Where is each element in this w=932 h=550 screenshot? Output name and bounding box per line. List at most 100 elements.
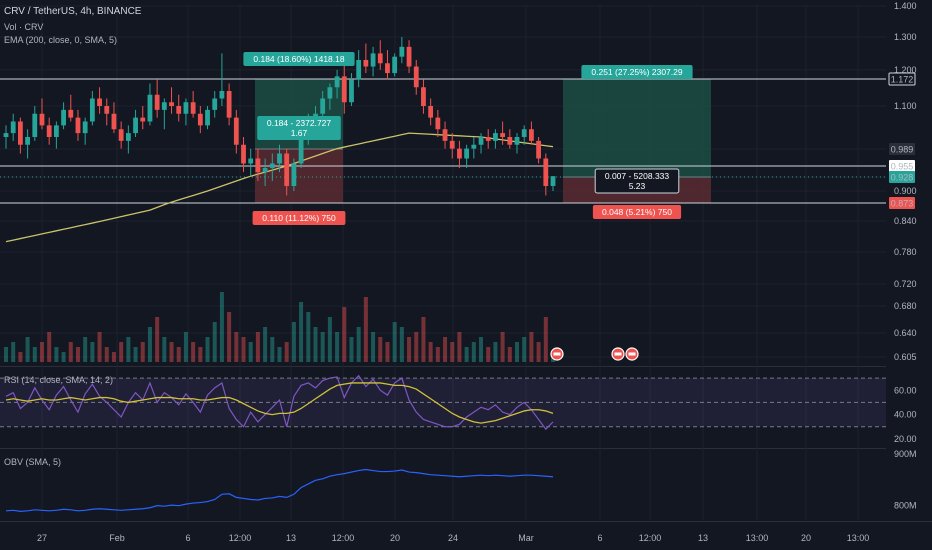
volume-bar: [104, 347, 109, 362]
candle: [97, 87, 102, 114]
event-flags[interactable]: [550, 347, 639, 361]
candle-body: [32, 113, 38, 137]
volume-bar: [205, 337, 210, 362]
volume-bar: [486, 347, 491, 362]
candle-body: [392, 56, 398, 74]
time-axis-tick: 13:00: [847, 533, 870, 543]
candle-body: [536, 140, 542, 159]
volume-bar: [335, 332, 340, 362]
profit-zone-2: [563, 79, 711, 177]
position-zones[interactable]: [255, 79, 711, 203]
time-axis-tick: 20: [390, 533, 400, 543]
volume-bar: [399, 327, 404, 362]
candles: [3, 37, 556, 196]
candle: [363, 43, 369, 74]
position-labels: 0.184 (18.60%) 1418.18 0.184 - 2372.7271.…: [243, 52, 693, 225]
candle: [183, 98, 189, 126]
price-tag[interactable]: 1.172: [888, 72, 916, 86]
position-2-stop-label-text: 0.048 (5.21%) 750: [602, 207, 672, 217]
candle-body: [39, 113, 45, 126]
candle-body: [241, 144, 246, 164]
volume-bar: [126, 337, 131, 362]
time-axis-tick: 13:00: [746, 533, 769, 543]
candle-body: [363, 59, 369, 67]
rsi-legend[interactable]: RSI (14, close, SMA, 14, 2): [4, 375, 114, 385]
volume-bar: [47, 332, 52, 362]
candle: [529, 121, 534, 145]
candle: [406, 40, 412, 74]
volume-bar: [155, 317, 160, 362]
volume-bar: [133, 347, 138, 362]
position-1-stop-label-text: 0.110 (11.12%) 750: [262, 213, 336, 223]
price-tag[interactable]: 0.928: [889, 171, 915, 183]
ema-legend[interactable]: EMA (200, close, 0, SMA, 5): [4, 35, 118, 45]
candle-body: [464, 148, 470, 159]
candle-body: [428, 106, 434, 118]
candle-body: [10, 121, 16, 134]
candle-body: [190, 102, 196, 114]
candle: [17, 117, 23, 154]
volume-bar: [371, 332, 376, 362]
obv-axis-tick: 800M: [894, 501, 917, 511]
candle: [536, 136, 542, 164]
volume-bar: [407, 337, 412, 362]
candle-body: [53, 125, 59, 137]
volume-bar: [255, 332, 260, 362]
volume-bar: [83, 337, 88, 362]
rsi-axis-tick: 40.00: [894, 410, 917, 420]
volume-bar: [284, 342, 289, 362]
candle-body: [255, 158, 261, 173]
time-axis-tick: 12:00: [332, 533, 355, 543]
candle: [428, 98, 434, 126]
candle-body: [514, 136, 520, 145]
candle-body: [118, 129, 124, 141]
price-tag-bg: [889, 171, 915, 183]
candle-body: [140, 117, 146, 122]
volume-bar: [522, 337, 527, 362]
candle-body: [89, 98, 95, 122]
volume-bar: [241, 337, 246, 362]
price-axis[interactable]: 60.0040.0020.00900M800M1.4001.3001.2001.…: [888, 1, 917, 511]
volume-bar: [111, 352, 116, 362]
candle: [543, 153, 549, 196]
horizontal-levels[interactable]: [0, 78, 886, 204]
candle-body: [478, 136, 484, 145]
candle: [25, 129, 30, 159]
obv-legend[interactable]: OBV (SMA, 5): [4, 457, 62, 467]
volume-bar: [443, 337, 448, 362]
price-tag[interactable]: 0.873: [889, 197, 915, 209]
candle-body: [435, 117, 441, 130]
event-flag-icon[interactable]: [611, 347, 625, 361]
volume-bar: [500, 332, 505, 362]
time-axis-tick: Feb: [109, 533, 125, 543]
candle-body: [68, 109, 74, 118]
price-tag[interactable]: 0.989: [889, 143, 915, 155]
candle: [377, 40, 383, 70]
volume-bar: [306, 312, 311, 362]
price-tag[interactable]: 0.955: [889, 160, 915, 172]
volume-bar: [263, 327, 268, 362]
candle-body: [370, 53, 376, 67]
time-axis[interactable]: 27 Feb 6 12:00 13 12:00 20 24 Mar 6 12:00 13 13:00 20…: [37, 533, 869, 543]
volume-bar: [378, 337, 383, 362]
candle-body: [277, 153, 282, 164]
candle: [233, 109, 239, 154]
candle-body: [248, 158, 254, 164]
event-flag-icon[interactable]: [550, 347, 564, 361]
symbol-legend[interactable]: CRV / TetherUS, 4h, BINANCE: [4, 6, 142, 17]
volume-bar: [363, 297, 368, 362]
candle: [392, 53, 398, 77]
event-flag-icon[interactable]: [625, 347, 639, 361]
position-2-ratio-label-bg: [594, 168, 680, 194]
price-tag-text: 0.989: [891, 145, 914, 155]
volume-bar: [97, 332, 102, 362]
volume-legend[interactable]: Vol · CRV: [4, 22, 44, 32]
position-2-target-label-bg: [581, 65, 693, 79]
candle: [521, 125, 527, 145]
candle-body: [550, 176, 556, 186]
candle: [435, 109, 441, 137]
position-1-ratio-label-bg: [257, 116, 341, 140]
candle-body: [233, 117, 239, 145]
volume-bar: [507, 347, 512, 362]
